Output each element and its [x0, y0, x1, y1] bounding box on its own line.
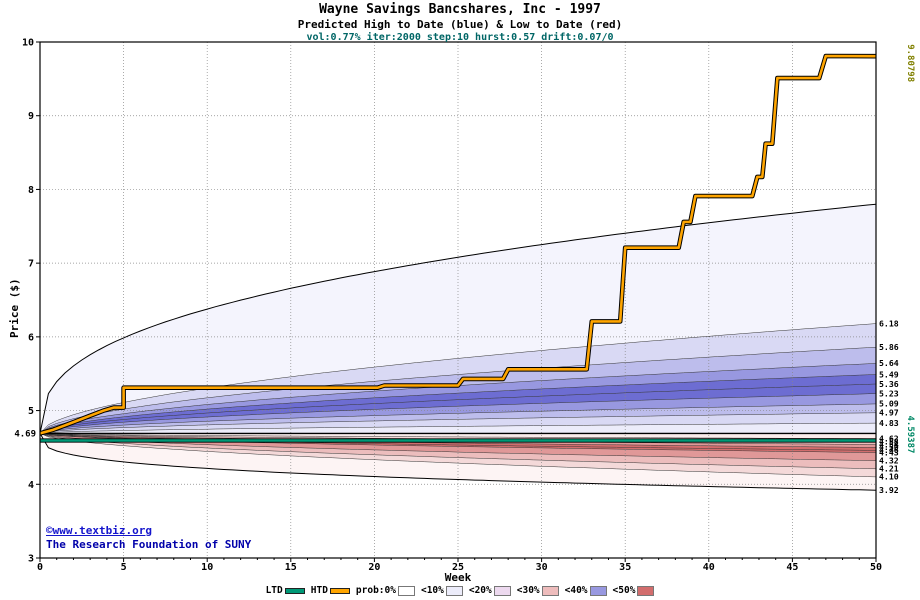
suny-foundation-credit: The Research Foundation of SUNY [46, 538, 252, 551]
x-tick-label: 15 [285, 562, 297, 573]
chart-header: Wayne Savings Bancshares, Inc - 1997 Pre… [0, 2, 920, 43]
y-tick-label: 4 [28, 480, 34, 491]
band-end-label: 4.21 [879, 464, 899, 474]
y-tick-label: 5 [28, 406, 34, 417]
x-tick-label: 35 [619, 562, 631, 573]
y-tick-label: 8 [28, 185, 34, 196]
htd-step-line [39, 54, 877, 435]
band-end-label: 4.62 [879, 433, 899, 443]
x-tick-label: 25 [452, 562, 464, 573]
legend-label: prob:0% [355, 585, 396, 596]
band-end-label: 4.43 [879, 447, 899, 457]
band-end-label: 4.32 [879, 455, 899, 465]
band-end-label: 4.46 [879, 445, 899, 455]
band-end-label: 5.23 [879, 388, 899, 398]
x-tick-label: 50 [870, 562, 882, 573]
legend-swatch-box [589, 585, 607, 596]
band-end-labels: 6.18 5.86 5.645.495.365.235.094.974.83 4.62… [879, 318, 899, 495]
legend-swatch-line [329, 587, 350, 594]
legend-label: LTD [265, 585, 283, 596]
x-tick-label: 30 [536, 562, 548, 573]
legend-item-30: <30% [517, 585, 559, 596]
band-end-label: 5.86 [879, 342, 899, 352]
x-axis-label: Week [444, 571, 472, 584]
legend-label: <50% [612, 585, 636, 596]
x-tick-label: 40 [703, 562, 715, 573]
legend-label: <10% [420, 585, 444, 596]
band-end-label: 5.64 [879, 358, 899, 368]
y-tick-label: 9 [28, 111, 34, 122]
y-tick-label: 10 [22, 38, 34, 49]
legend: LTD HTD prob:0% <10% <20% <30% <40% <50% [0, 585, 920, 596]
ltd-final-label: 4.59387 [905, 416, 915, 454]
x-tick-label: 10 [201, 562, 213, 573]
simulation-params: vol:0.77% iter:2000 step:10 hurst:0.57 d… [306, 32, 614, 43]
band-end-label: 3.92 [879, 485, 899, 495]
legend-item-10: <10% [421, 585, 463, 596]
band-end-label: 4.54 [879, 439, 899, 449]
band-end-label: 4.58 [879, 436, 899, 446]
x-tick-label: 0 [37, 562, 43, 573]
band-end-label: 5.09 [879, 399, 899, 409]
y-axis-label: Price ($) [8, 278, 21, 338]
legend-swatch-box [397, 585, 415, 596]
legend-label: HTD [310, 585, 328, 596]
legend-swatch-box [637, 585, 655, 596]
legend-item-40: <40% [565, 585, 607, 596]
legend-item-50: <50% [613, 585, 655, 596]
legend-label: <20% [468, 585, 492, 596]
chart-title: Wayne Savings Bancshares, Inc - 1997 [319, 2, 601, 17]
x-tick-label: 20 [368, 562, 380, 573]
legend-label: <40% [564, 585, 588, 596]
band-end-label: 4.83 [879, 418, 899, 428]
band-end-label: 4.97 [879, 408, 899, 418]
band-end-label: 6.18 [879, 318, 899, 328]
band-end-label: 4.50 [879, 442, 899, 452]
legend-swatch-box [493, 585, 511, 596]
textbiz-copyright-link[interactable]: ©www.textbiz.org [46, 524, 152, 537]
htd-final-label: 9.80798 [905, 44, 915, 82]
legend-swatch-box [541, 585, 559, 596]
chart-subtitle: Predicted High to Date (blue) & Low to D… [297, 18, 623, 31]
legend-swatch-box [445, 585, 463, 596]
legend-item-prob-0: prob:0% [356, 585, 415, 596]
legend-swatch-line [284, 587, 305, 594]
y-tick-label: 3 [28, 554, 34, 565]
legend-item-20: <20% [469, 585, 511, 596]
y-tick-label: 7 [28, 259, 34, 270]
band-end-label: 4.10 [879, 472, 899, 482]
band-end-label: 5.36 [879, 379, 899, 389]
x-tick-label: 45 [786, 562, 798, 573]
legend-label: <30% [516, 585, 540, 596]
legend-item-ltd: LTD [266, 585, 305, 596]
legend-item-htd: HTD [311, 585, 350, 596]
x-tick-label: 5 [121, 562, 127, 573]
start-price-label: 4.69 [14, 429, 36, 439]
y-tick-label: 6 [28, 332, 34, 343]
band-end-label: 5.49 [879, 369, 899, 379]
